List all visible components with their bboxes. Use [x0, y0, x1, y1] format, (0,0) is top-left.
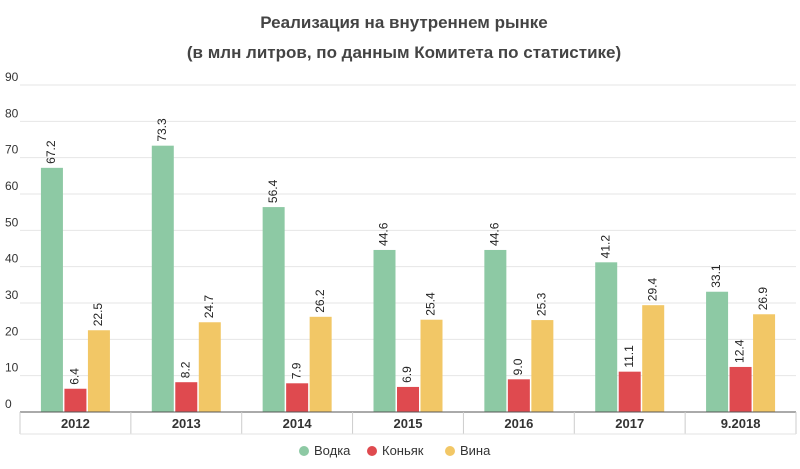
legend-marker-Водка [299, 446, 309, 456]
data-label-Водка-2015: 44.6 [377, 222, 391, 246]
data-label-Вина-2012: 22.5 [91, 303, 105, 327]
bar-Водка-2017 [595, 262, 618, 412]
bar-Коньяк-2016 [507, 379, 530, 412]
data-label-Вина-9.2018: 26.9 [756, 287, 770, 311]
bar-Вина-2016 [531, 320, 554, 412]
x-tick-label-2016: 2016 [504, 416, 533, 431]
x-tick-label-2013: 2013 [172, 416, 201, 431]
bars [40, 145, 776, 412]
bar-Водка-2015 [373, 249, 396, 412]
chart-title-line-1: Реализация на внутреннем рынке [260, 13, 548, 32]
y-tick-label-10: 10 [5, 361, 19, 375]
bar-Водка-2016 [484, 249, 507, 412]
data-label-Коньяк-2014: 7.9 [289, 362, 303, 379]
bar-Вина-2017 [642, 305, 665, 412]
x-tick-label-2017: 2017 [615, 416, 644, 431]
data-label-Водка-2016: 44.6 [488, 222, 502, 246]
x-tick-label-2014: 2014 [283, 416, 313, 431]
data-label-Вина-2017: 29.4 [645, 277, 659, 301]
bar-Водка-2012 [40, 167, 63, 412]
data-label-Коньяк-2012: 6.4 [68, 368, 82, 385]
x-axis: 2012 2013 2014 2015 2016 2017 9.2018 [19, 411, 797, 435]
y-tick-label-20: 20 [5, 324, 19, 338]
bar-Вина-2012 [87, 330, 110, 412]
x-tick-label-2012: 2012 [61, 416, 90, 431]
y-tick-label-50: 50 [5, 215, 19, 229]
bar-Вина-9.2018 [753, 314, 776, 412]
legend-marker-Коньяк [367, 446, 377, 456]
legend-label-Вина: Вина [460, 443, 491, 458]
bar-Вина-2014 [309, 316, 332, 412]
data-label-Коньяк-2016: 9.0 [511, 358, 525, 375]
gridlines [20, 84, 796, 377]
data-label-Водка-9.2018: 33.1 [709, 264, 723, 288]
bar-Коньяк-2013 [175, 382, 198, 412]
bar-Коньяк-2014 [286, 383, 309, 412]
bar-Вина-2015 [420, 319, 443, 412]
data-label-Водка-2013: 73.3 [155, 118, 169, 142]
bar-Коньяк-2017 [618, 371, 641, 412]
data-label-Водка-2014: 56.4 [266, 179, 280, 203]
y-tick-label-90: 90 [5, 70, 19, 84]
legend: Водка Коньяк Вина [299, 443, 491, 458]
data-label-Коньяк-2013: 8.2 [178, 361, 192, 378]
y-tick-label-30: 30 [5, 288, 19, 302]
data-label-Вина-2015: 25.4 [424, 292, 438, 316]
data-labels: 67.2 6.4 22.5 73.3 8.2 24.7 56.4 7.9 26.2 44.6 6.9… [44, 118, 770, 385]
bar-Коньяк-2015 [397, 386, 419, 412]
data-label-Коньяк-2017: 11.1 [622, 345, 636, 368]
y-axis: 0 10 20 30 40 50 60 70 80 90 [5, 70, 19, 411]
y-tick-label-40: 40 [5, 252, 19, 266]
x-tick-label-2015: 2015 [394, 416, 423, 431]
y-tick-label-80: 80 [5, 106, 19, 120]
y-tick-label-60: 60 [5, 179, 19, 193]
x-tick-label-9.2018: 9.2018 [721, 416, 761, 431]
bar-Коньяк-2012 [64, 388, 87, 412]
bar-Вина-2013 [198, 322, 221, 412]
data-label-Коньяк-9.2018: 12.4 [733, 339, 747, 363]
data-label-Водка-2012: 67.2 [44, 140, 58, 164]
chart-title-line-2: (в млн литров, по данным Комитета по ста… [187, 43, 621, 62]
data-label-Водка-2017: 41.2 [598, 235, 612, 259]
y-tick-label-70: 70 [5, 143, 19, 157]
legend-label-Коньяк: Коньяк [382, 443, 424, 458]
bar-Водка-9.2018 [706, 291, 729, 412]
y-tick-label-0: 0 [5, 397, 12, 411]
data-label-Вина-2013: 24.7 [202, 295, 216, 319]
data-label-Вина-2016: 25.3 [535, 292, 549, 316]
data-label-Коньяк-2015: 6.9 [400, 366, 414, 383]
legend-marker-Вина [445, 446, 455, 456]
bar-Коньяк-9.2018 [729, 366, 752, 412]
bar-Водка-2013 [151, 145, 174, 412]
legend-label-Водка: Водка [314, 443, 351, 458]
data-label-Вина-2014: 26.2 [313, 289, 327, 313]
bar-Водка-2014 [262, 207, 285, 412]
